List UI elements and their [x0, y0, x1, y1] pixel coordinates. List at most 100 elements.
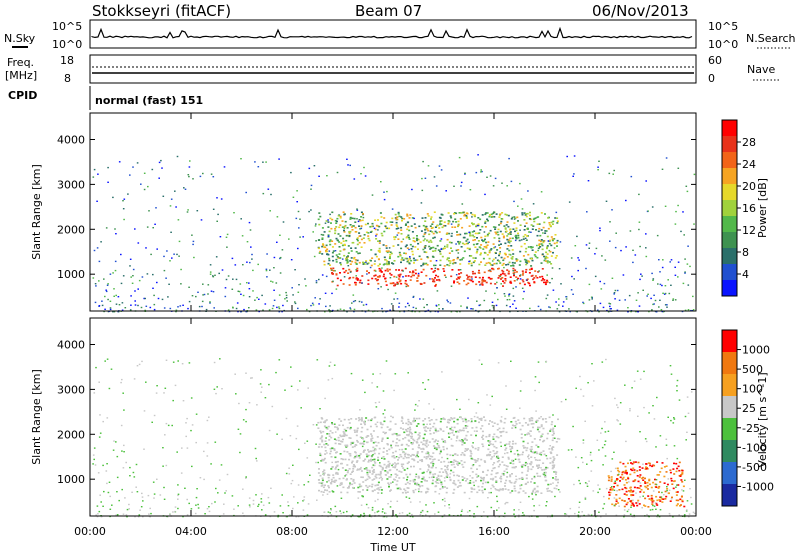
scatter-cell	[485, 474, 488, 476]
scatter-cell	[206, 508, 209, 510]
scatter-cell	[367, 235, 370, 237]
scatter-cell	[395, 442, 398, 444]
scatter-cell	[609, 487, 612, 489]
scatter-cell	[275, 371, 277, 374]
scatter-cell	[188, 362, 191, 364]
scatter-cell	[391, 455, 393, 458]
scatter-cell	[410, 423, 413, 425]
scatter-cell	[240, 218, 242, 220]
scatter-cell	[538, 243, 541, 245]
scatter-cell	[418, 417, 421, 420]
scatter-cell	[468, 225, 471, 227]
scatter-cell	[120, 253, 122, 256]
scatter-cell	[511, 443, 514, 445]
scatter-cell	[365, 417, 368, 419]
scatter-cell	[633, 516, 636, 518]
scatter-cell	[526, 433, 528, 436]
scatter-cell	[331, 246, 334, 248]
scatter-cell	[324, 484, 326, 487]
scatter-cell	[539, 475, 542, 478]
scatter-cell	[518, 509, 520, 511]
scatter-cell	[304, 442, 306, 444]
scatter-cell	[163, 307, 166, 309]
scatter-cell	[118, 499, 120, 502]
scatter-cell	[523, 229, 526, 231]
date-title: 06/Nov/2013	[592, 2, 689, 20]
scatter-cell	[509, 491, 512, 494]
scatter-cell	[627, 476, 630, 479]
scatter-cell	[536, 223, 539, 225]
scatter-cell	[325, 305, 327, 308]
scatter-cell	[656, 234, 659, 237]
scatter-cell	[501, 488, 504, 490]
scatter-cell	[505, 468, 508, 470]
scatter-cell	[109, 508, 112, 510]
scatter-cell	[406, 481, 409, 484]
scatter-cell	[321, 479, 324, 482]
scatter-cell	[509, 233, 512, 235]
scatter-cell	[264, 303, 267, 305]
scatter-cell	[201, 305, 203, 308]
scatter-cell	[554, 217, 557, 219]
scatter-cell	[405, 456, 408, 459]
colorbar-swatch	[722, 184, 737, 201]
scatter-cell	[114, 228, 116, 230]
scatter-cell	[540, 239, 543, 241]
scatter-cell	[666, 489, 668, 492]
scatter-cell	[629, 500, 632, 502]
scatter-cell	[536, 459, 539, 461]
scatter-cell	[548, 416, 551, 419]
scatter-cell	[432, 465, 434, 467]
scatter-cell	[464, 448, 467, 450]
scatter-cell	[490, 277, 493, 280]
scatter-cell	[360, 470, 363, 472]
scatter-cell	[403, 218, 406, 220]
scatter-cell	[348, 268, 351, 271]
scatter-cell	[622, 470, 625, 473]
scatter-cell	[683, 505, 686, 508]
scatter-cell	[335, 479, 338, 482]
scatter-cell	[321, 459, 324, 462]
scatter-cell	[532, 278, 535, 281]
scatter-cell	[406, 462, 409, 465]
scatter-cell	[324, 450, 327, 452]
scatter-cell	[335, 237, 338, 240]
scatter-cell	[135, 463, 138, 466]
scatter-cell	[471, 477, 474, 479]
scatter-cell	[659, 471, 662, 473]
scatter-cell	[669, 471, 672, 474]
scatter-cell	[360, 423, 363, 425]
scatter-cell	[680, 474, 683, 476]
scatter-cell	[180, 472, 183, 474]
scatter-cell	[496, 287, 498, 289]
scatter-cell	[619, 480, 621, 482]
scatter-cell	[540, 229, 543, 231]
scatter-cell	[150, 253, 152, 256]
scatter-cell	[260, 391, 262, 393]
scatter-cell	[391, 217, 394, 220]
scatter-cell	[527, 432, 530, 434]
scatter-cell	[298, 227, 300, 229]
scatter-cell	[499, 441, 502, 444]
scatter-cell	[629, 410, 631, 412]
scatter-cell	[531, 419, 534, 422]
scatter-cell	[407, 445, 410, 447]
scatter-cell	[489, 420, 491, 422]
scatter-cell	[371, 225, 374, 228]
scatter-cell	[425, 445, 428, 448]
scatter-cell	[488, 491, 491, 494]
scatter-cell	[540, 424, 543, 426]
scatter-cell	[410, 275, 413, 278]
scatter-cell	[261, 509, 263, 511]
scatter-cell	[474, 246, 477, 248]
scatter-cell	[406, 221, 409, 224]
scatter-cell	[530, 423, 533, 425]
scatter-cell	[498, 507, 500, 509]
scatter-cell	[433, 176, 436, 178]
scatter-cell	[476, 416, 479, 419]
scatter-cell	[504, 485, 506, 487]
scatter-cell	[251, 253, 253, 256]
scatter-cell	[464, 450, 467, 452]
scatter-cell	[457, 252, 460, 254]
scatter-cell	[490, 473, 493, 476]
